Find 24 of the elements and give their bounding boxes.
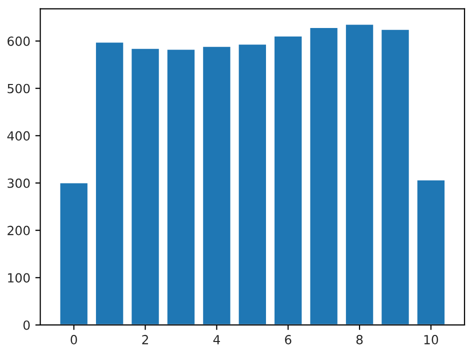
x-tick-label: 0 bbox=[70, 334, 78, 344]
bar bbox=[308, 26, 339, 325]
y-tick-label: 0 bbox=[23, 320, 30, 330]
bar bbox=[94, 41, 125, 325]
y-tick-label: 500 bbox=[8, 84, 30, 94]
bar bbox=[202, 46, 232, 325]
y-tick-label: 100 bbox=[8, 273, 30, 283]
y-tick-label: 200 bbox=[8, 226, 30, 236]
x-tick-label: 2 bbox=[142, 334, 148, 344]
y-tick-label: 400 bbox=[7, 131, 30, 141]
bar bbox=[416, 178, 446, 325]
bar bbox=[237, 43, 268, 325]
x-tick-label: 4 bbox=[213, 335, 220, 344]
bar bbox=[130, 47, 160, 325]
bar bbox=[273, 35, 304, 325]
x-tick-label: 8 bbox=[356, 334, 363, 344]
y-tick-label: 600 bbox=[8, 36, 30, 46]
bar bbox=[380, 28, 410, 325]
bar bbox=[58, 182, 89, 325]
x-tick-label: 10 bbox=[424, 334, 438, 344]
bar bbox=[344, 23, 375, 325]
bar bbox=[166, 48, 196, 325]
x-tick-label: 6 bbox=[285, 334, 292, 344]
y-tick-label: 300 bbox=[8, 178, 30, 188]
